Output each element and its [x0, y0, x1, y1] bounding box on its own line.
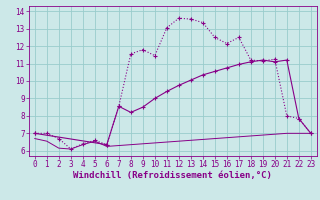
X-axis label: Windchill (Refroidissement éolien,°C): Windchill (Refroidissement éolien,°C) [73, 171, 272, 180]
